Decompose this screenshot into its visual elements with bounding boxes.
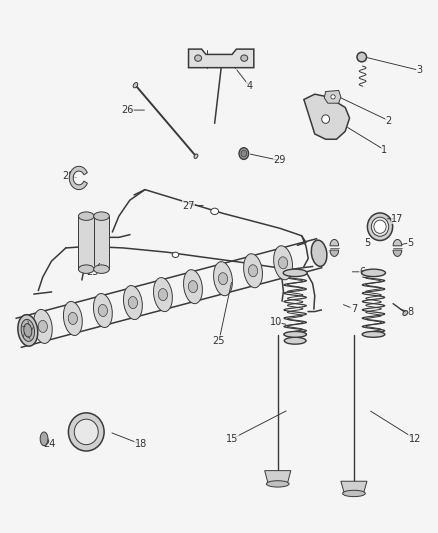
Polygon shape (78, 216, 94, 269)
Ellipse shape (133, 83, 138, 88)
Polygon shape (69, 166, 88, 190)
Ellipse shape (239, 148, 249, 159)
Ellipse shape (331, 95, 335, 99)
Text: 10: 10 (269, 317, 282, 327)
Text: 7: 7 (351, 304, 357, 314)
Ellipse shape (241, 150, 247, 157)
Polygon shape (341, 481, 367, 494)
Ellipse shape (124, 286, 142, 320)
Ellipse shape (188, 281, 198, 293)
Ellipse shape (78, 212, 94, 220)
Text: 5: 5 (364, 238, 370, 248)
Polygon shape (324, 91, 341, 103)
Ellipse shape (68, 413, 104, 451)
Text: 15: 15 (226, 434, 238, 444)
Ellipse shape (367, 213, 392, 240)
Ellipse shape (159, 288, 167, 301)
Ellipse shape (284, 337, 306, 344)
Text: 18: 18 (134, 439, 147, 449)
Text: 5: 5 (407, 238, 413, 248)
Ellipse shape (219, 273, 228, 285)
Polygon shape (393, 239, 402, 246)
Text: 27: 27 (182, 200, 195, 211)
Text: 3: 3 (416, 66, 422, 75)
Text: 17: 17 (391, 214, 404, 224)
Ellipse shape (362, 332, 385, 337)
Polygon shape (330, 250, 339, 256)
Polygon shape (330, 239, 339, 246)
Ellipse shape (211, 208, 219, 215)
Ellipse shape (241, 55, 248, 61)
Text: 8: 8 (407, 306, 413, 317)
Ellipse shape (274, 246, 293, 280)
Ellipse shape (78, 265, 94, 273)
Ellipse shape (154, 278, 173, 312)
Ellipse shape (64, 302, 82, 335)
Ellipse shape (38, 320, 47, 333)
Ellipse shape (94, 212, 110, 220)
Ellipse shape (244, 254, 262, 288)
Ellipse shape (98, 304, 107, 317)
Ellipse shape (361, 269, 385, 277)
Ellipse shape (18, 314, 38, 346)
Text: 6: 6 (360, 267, 366, 277)
Ellipse shape (128, 296, 138, 309)
Text: 25: 25 (213, 336, 225, 346)
Text: 2: 2 (385, 116, 392, 126)
Ellipse shape (194, 154, 198, 158)
Ellipse shape (74, 419, 98, 445)
Text: 4: 4 (247, 81, 253, 91)
Ellipse shape (322, 115, 329, 123)
Ellipse shape (68, 312, 78, 325)
Text: 26: 26 (121, 105, 134, 115)
Ellipse shape (94, 265, 110, 273)
Ellipse shape (374, 220, 386, 233)
Text: 23: 23 (87, 267, 99, 277)
Ellipse shape (248, 265, 258, 277)
Text: 28: 28 (63, 172, 75, 181)
Polygon shape (265, 471, 291, 484)
Text: 24: 24 (43, 439, 56, 449)
Ellipse shape (357, 52, 367, 62)
Text: 12: 12 (409, 434, 421, 444)
Ellipse shape (311, 240, 327, 266)
Ellipse shape (184, 270, 202, 304)
Ellipse shape (93, 294, 112, 327)
Ellipse shape (266, 481, 289, 487)
Polygon shape (188, 49, 254, 68)
Ellipse shape (172, 252, 179, 257)
Ellipse shape (194, 55, 201, 61)
Ellipse shape (371, 217, 389, 236)
Ellipse shape (343, 490, 365, 497)
Ellipse shape (21, 319, 35, 342)
Ellipse shape (24, 324, 32, 337)
Text: 29: 29 (274, 156, 286, 165)
Ellipse shape (279, 257, 288, 269)
Polygon shape (94, 216, 110, 269)
Polygon shape (40, 432, 48, 446)
Ellipse shape (33, 310, 52, 343)
Text: 1: 1 (381, 145, 388, 155)
Polygon shape (304, 94, 350, 139)
Ellipse shape (214, 262, 233, 296)
Ellipse shape (283, 269, 307, 277)
Ellipse shape (284, 332, 307, 337)
Ellipse shape (403, 311, 408, 316)
Polygon shape (393, 250, 402, 256)
